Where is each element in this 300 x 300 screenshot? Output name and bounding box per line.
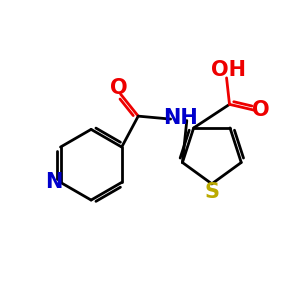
Text: O: O [110,78,128,98]
Text: NH: NH [163,108,197,127]
Text: O: O [252,100,270,120]
Text: S: S [204,182,219,202]
Text: N: N [45,172,63,192]
Text: OH: OH [211,60,245,80]
